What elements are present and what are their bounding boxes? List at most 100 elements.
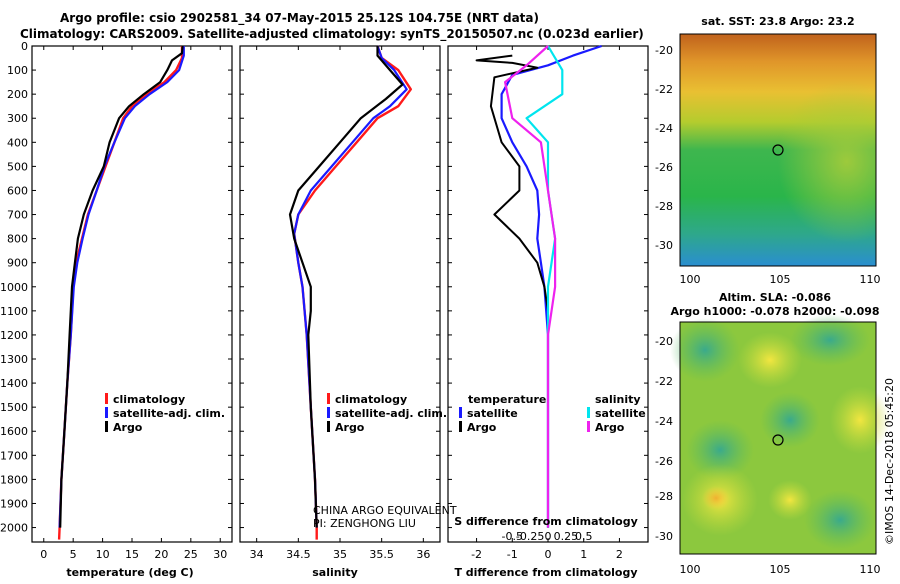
- y-tick-label: -22: [655, 83, 673, 96]
- y-tick-label: 200: [7, 88, 28, 101]
- y-tick-label: -28: [655, 200, 673, 213]
- legend-swatch-climatology: [327, 393, 330, 404]
- x-tick-label: 100: [680, 273, 701, 286]
- series-line-t-satellite: [500, 44, 602, 528]
- y-tick-label: -30: [655, 239, 673, 252]
- legend-swatch-argo: [327, 421, 330, 432]
- sla-map-title-1: Altim. SLA: -0.086: [719, 291, 831, 304]
- y-tick-label: 100: [7, 64, 28, 77]
- diff-legend-temperature: temperature satellite Argo: [459, 393, 546, 434]
- legend-swatch-argo: [105, 421, 108, 432]
- y-tick-label: 400: [7, 136, 28, 149]
- sla-high-anomaly: [738, 332, 802, 388]
- y-tick-label: 1900: [0, 497, 28, 510]
- temp-legend: climatology satellite-adj. clim. Argo: [105, 393, 225, 434]
- legend-label-s-satellite: satellite: [595, 407, 646, 420]
- y-tick-label: 1800: [0, 473, 28, 486]
- sla-map-xticks: 100 105 110: [680, 563, 881, 576]
- sla-low-anomaly: [790, 314, 870, 366]
- y-tick-label: -20: [655, 335, 673, 348]
- y-tick-label: 800: [7, 233, 28, 246]
- series-line-climatology: [57, 46, 184, 540]
- depth-axis-ticks: 0 100 200 300 400 500 600 700 800 900 1000 1100 1200…: [0, 40, 648, 535]
- x-tick-label: -2: [471, 548, 482, 561]
- legend-label-argo: Argo: [335, 421, 365, 434]
- legend-label-t-satellite: satellite: [467, 407, 518, 420]
- x-tick-label: 110: [860, 563, 881, 576]
- y-tick-label: -24: [655, 415, 673, 428]
- y-tick-label: 1700: [0, 449, 28, 462]
- y-tick-label: 900: [7, 257, 28, 270]
- float-program-note: CHINA ARGO EQUIVALENT: [313, 504, 457, 517]
- legend-swatch-t-satellite: [459, 407, 462, 418]
- s-tick-label: 0.5: [575, 530, 593, 543]
- y-tick-label: -26: [655, 161, 673, 174]
- sla-high-anomaly: [830, 386, 890, 454]
- x-tick-label: 2: [616, 548, 623, 561]
- difference-plot: -2 -1 0 1 2 -0.5-0.25 0 0.250.5: [471, 44, 623, 561]
- sst-map-title: sat. SST: 23.8 Argo: 23.2: [701, 15, 854, 28]
- series-line-satellite-adj-clim-: [58, 46, 185, 528]
- sla-map-title-2: Argo h1000: -0.078 h2000: -0.098: [670, 305, 879, 318]
- x-tick-label: 110: [860, 273, 881, 286]
- salinity-plot: 34 34.5 35 35.5 36: [250, 45, 430, 561]
- title-line-2: Climatology: CARS2009. Satellite-adjuste…: [20, 27, 644, 42]
- y-tick-label: -28: [655, 490, 673, 503]
- temp-xlabel: temperature (deg C): [66, 566, 193, 579]
- y-tick-label: 700: [7, 209, 28, 222]
- imos-credit: ©IMOS 14-Dec-2018 05:45:20: [883, 378, 896, 545]
- x-tick-label: 5: [70, 548, 77, 561]
- legend-title-salinity: salinity: [595, 393, 641, 406]
- diff-legend-salinity: salinity satellite Argo: [587, 393, 646, 434]
- y-tick-label: 300: [7, 112, 28, 125]
- sla-low-anomaly: [686, 420, 754, 480]
- title-line-1: Argo profile: csio 2902581_34 07-May-201…: [60, 11, 539, 26]
- y-tick-label: 500: [7, 160, 28, 173]
- legend-title-temperature: temperature: [468, 393, 546, 406]
- argo-float-location-marker: [772, 434, 784, 446]
- legend-swatch-satellite: [105, 407, 108, 418]
- x-tick-label: 25: [184, 548, 198, 561]
- sla-map: [670, 314, 890, 555]
- temperature-plot: 0 5 10 15 20 25 30: [40, 45, 227, 561]
- sst-map-xticks: 100 105 110: [680, 273, 881, 286]
- x-tick-label: 34.5: [286, 548, 311, 561]
- x-tick-label: 10: [96, 548, 110, 561]
- x-tick-label: 0: [40, 548, 47, 561]
- x-tick-label: 105: [770, 273, 791, 286]
- legend-label-t-argo: Argo: [467, 421, 497, 434]
- legend-label-climatology: climatology: [113, 393, 185, 406]
- legend-label-satellite: satellite-adj. clim.: [335, 407, 447, 420]
- y-tick-label: 600: [7, 184, 28, 197]
- sal-legend: climatology satellite-adj. clim. Argo: [327, 393, 447, 434]
- x-tick-label: 35.5: [369, 548, 394, 561]
- series-line-argo: [288, 46, 404, 528]
- series-line-s-argo: [504, 45, 557, 528]
- legend-swatch-s-argo: [587, 421, 590, 432]
- x-tick-label: 35: [333, 548, 347, 561]
- legend-label-climatology: climatology: [335, 393, 407, 406]
- s-tick-label: 0: [545, 530, 552, 543]
- y-tick-label: -24: [655, 122, 673, 135]
- y-tick-label: 0: [21, 40, 28, 53]
- x-tick-label: -1: [507, 548, 518, 561]
- y-tick-label: -30: [655, 530, 673, 543]
- y-tick-label: -26: [655, 455, 673, 468]
- sla-map-frame: [679, 321, 877, 555]
- x-tick-label: 1: [580, 548, 587, 561]
- x-tick-label: 105: [770, 563, 791, 576]
- series-line-argo: [59, 45, 184, 528]
- x-tick-label: 36: [416, 548, 430, 561]
- y-tick-label: 1500: [0, 401, 28, 414]
- y-tick-label: 1300: [0, 353, 28, 366]
- sal-xlabel: salinity: [312, 566, 358, 579]
- sst-map-yticks: -20 -22 -24 -26 -28 -30: [655, 44, 673, 252]
- argo-float-location-marker: [772, 144, 784, 156]
- sla-high-anomaly: [702, 486, 730, 510]
- legend-swatch-climatology: [105, 393, 108, 404]
- legend-swatch-satellite: [327, 407, 330, 418]
- s-tick-label: -0.5: [502, 530, 523, 543]
- legend-swatch-s-satellite: [587, 407, 590, 418]
- sla-low-anomaly: [670, 318, 740, 382]
